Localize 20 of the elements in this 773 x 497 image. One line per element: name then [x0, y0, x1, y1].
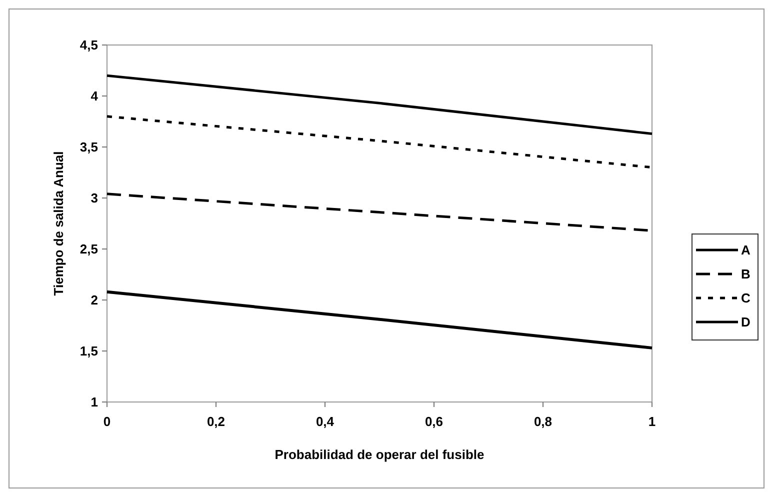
legend-label: D [741, 314, 750, 330]
y-tick-label: 3,5 [80, 140, 98, 155]
x-tick-label: 1 [648, 414, 656, 429]
x-tick-label: 0 [103, 414, 111, 429]
y-tick-label: 1 [90, 394, 98, 410]
y-axis-title: Tiempo de salida Anual [51, 151, 66, 296]
x-tick-label: 0,8 [534, 414, 552, 429]
y-tick-label: 3 [90, 190, 98, 206]
legend-label: B [741, 266, 750, 282]
y-tick-label: 4 [90, 88, 99, 104]
y-tick-label: 4,5 [80, 38, 98, 53]
x-axis-title: Probabilidad de operar del fusible [274, 447, 484, 462]
y-tick-label: 1,5 [80, 344, 98, 359]
x-tick-label: 0,2 [206, 414, 226, 429]
y-tick-label: 2,5 [80, 242, 98, 257]
legend-label: C [741, 290, 751, 306]
x-tick-label: 0,6 [424, 414, 444, 429]
legend-label: A [741, 242, 751, 258]
y-tick-label: 2 [90, 292, 98, 308]
x-tick-label: 0,4 [316, 414, 335, 429]
